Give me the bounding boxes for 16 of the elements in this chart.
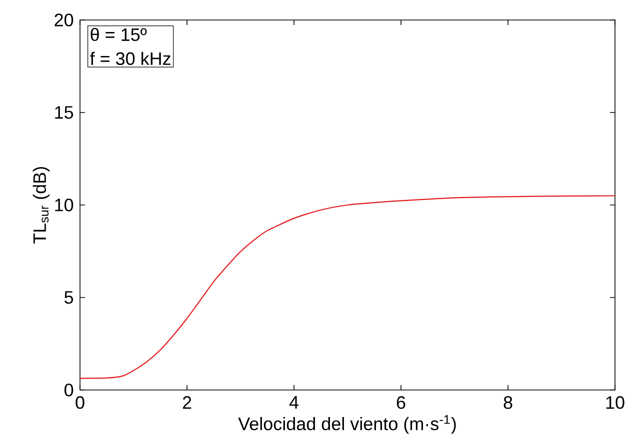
x-tick-label: 10 (606, 396, 624, 409)
line-series (80, 195, 616, 379)
x-tick-label: 4 (289, 396, 298, 409)
x-tick-label: 2 (182, 396, 192, 409)
x-tick-label: 8 (504, 396, 512, 409)
annotation: f = 30 kHz (90, 52, 170, 66)
x-tick-label: 6 (396, 396, 406, 409)
y-tick-label: 0 (64, 384, 74, 396)
y-tick-label: 20 (54, 14, 74, 26)
annotation: θ = 15º (90, 28, 147, 42)
x-axis-title: Velocidad del viento (m·s$^{-1}$) (238, 415, 456, 434)
y-tick-label: 10 (55, 198, 74, 212)
x-tick-label: 0 (76, 396, 84, 409)
y-tick-label: 5 (64, 291, 74, 304)
y-axis-title: TL$_{sur}$ (dB) (32, 167, 50, 244)
y-tick-label: 15 (55, 106, 74, 119)
